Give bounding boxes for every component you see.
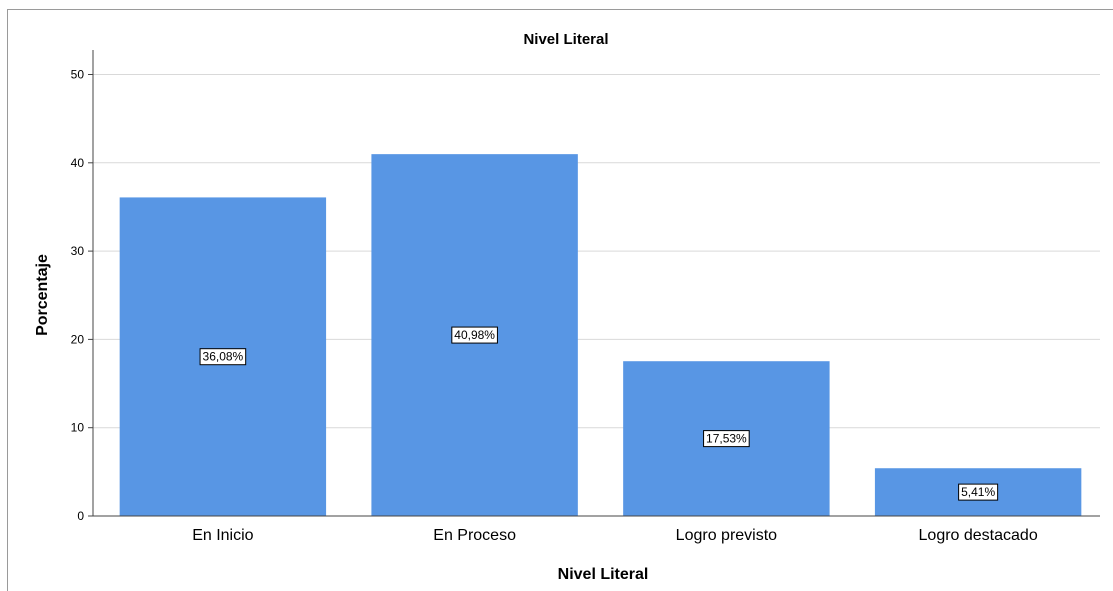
y-tick-label: 0 [77,509,84,523]
y-tick-label: 20 [71,332,85,346]
y-tick-label: 30 [71,244,85,258]
x-axis-title: Nivel Literal [558,566,649,583]
y-axis-ticks: 0 10 20 30 40 50 [71,68,93,523]
bars [119,154,1082,516]
x-tick-label: Logro previsto [676,527,777,544]
x-tick-label: Logro destacado [919,527,1038,544]
data-label-box [958,483,999,501]
data-label-box [703,430,750,448]
data-label-box [451,326,498,344]
y-tick-label: 40 [71,156,85,170]
chart-title: Nivel Literal [523,31,608,48]
data-label: 5,41% [961,485,995,499]
x-tick-label: En Proceso [433,527,516,544]
data-labels: 36,08% 40,98% 17,53% 5,41% [199,326,999,501]
data-label: 17,53% [706,432,747,446]
y-axis-title: Porcentaje [34,254,51,336]
data-label: 40,98% [454,328,495,342]
data-label-box [199,348,247,366]
x-axis-labels: En Inicio En Proceso Logro previsto Logro d… [192,527,1038,544]
y-tick-label: 50 [71,68,85,82]
data-label: 36,08% [203,350,244,364]
x-tick-label: En Inicio [192,527,253,544]
y-tick-label: 10 [71,421,85,435]
